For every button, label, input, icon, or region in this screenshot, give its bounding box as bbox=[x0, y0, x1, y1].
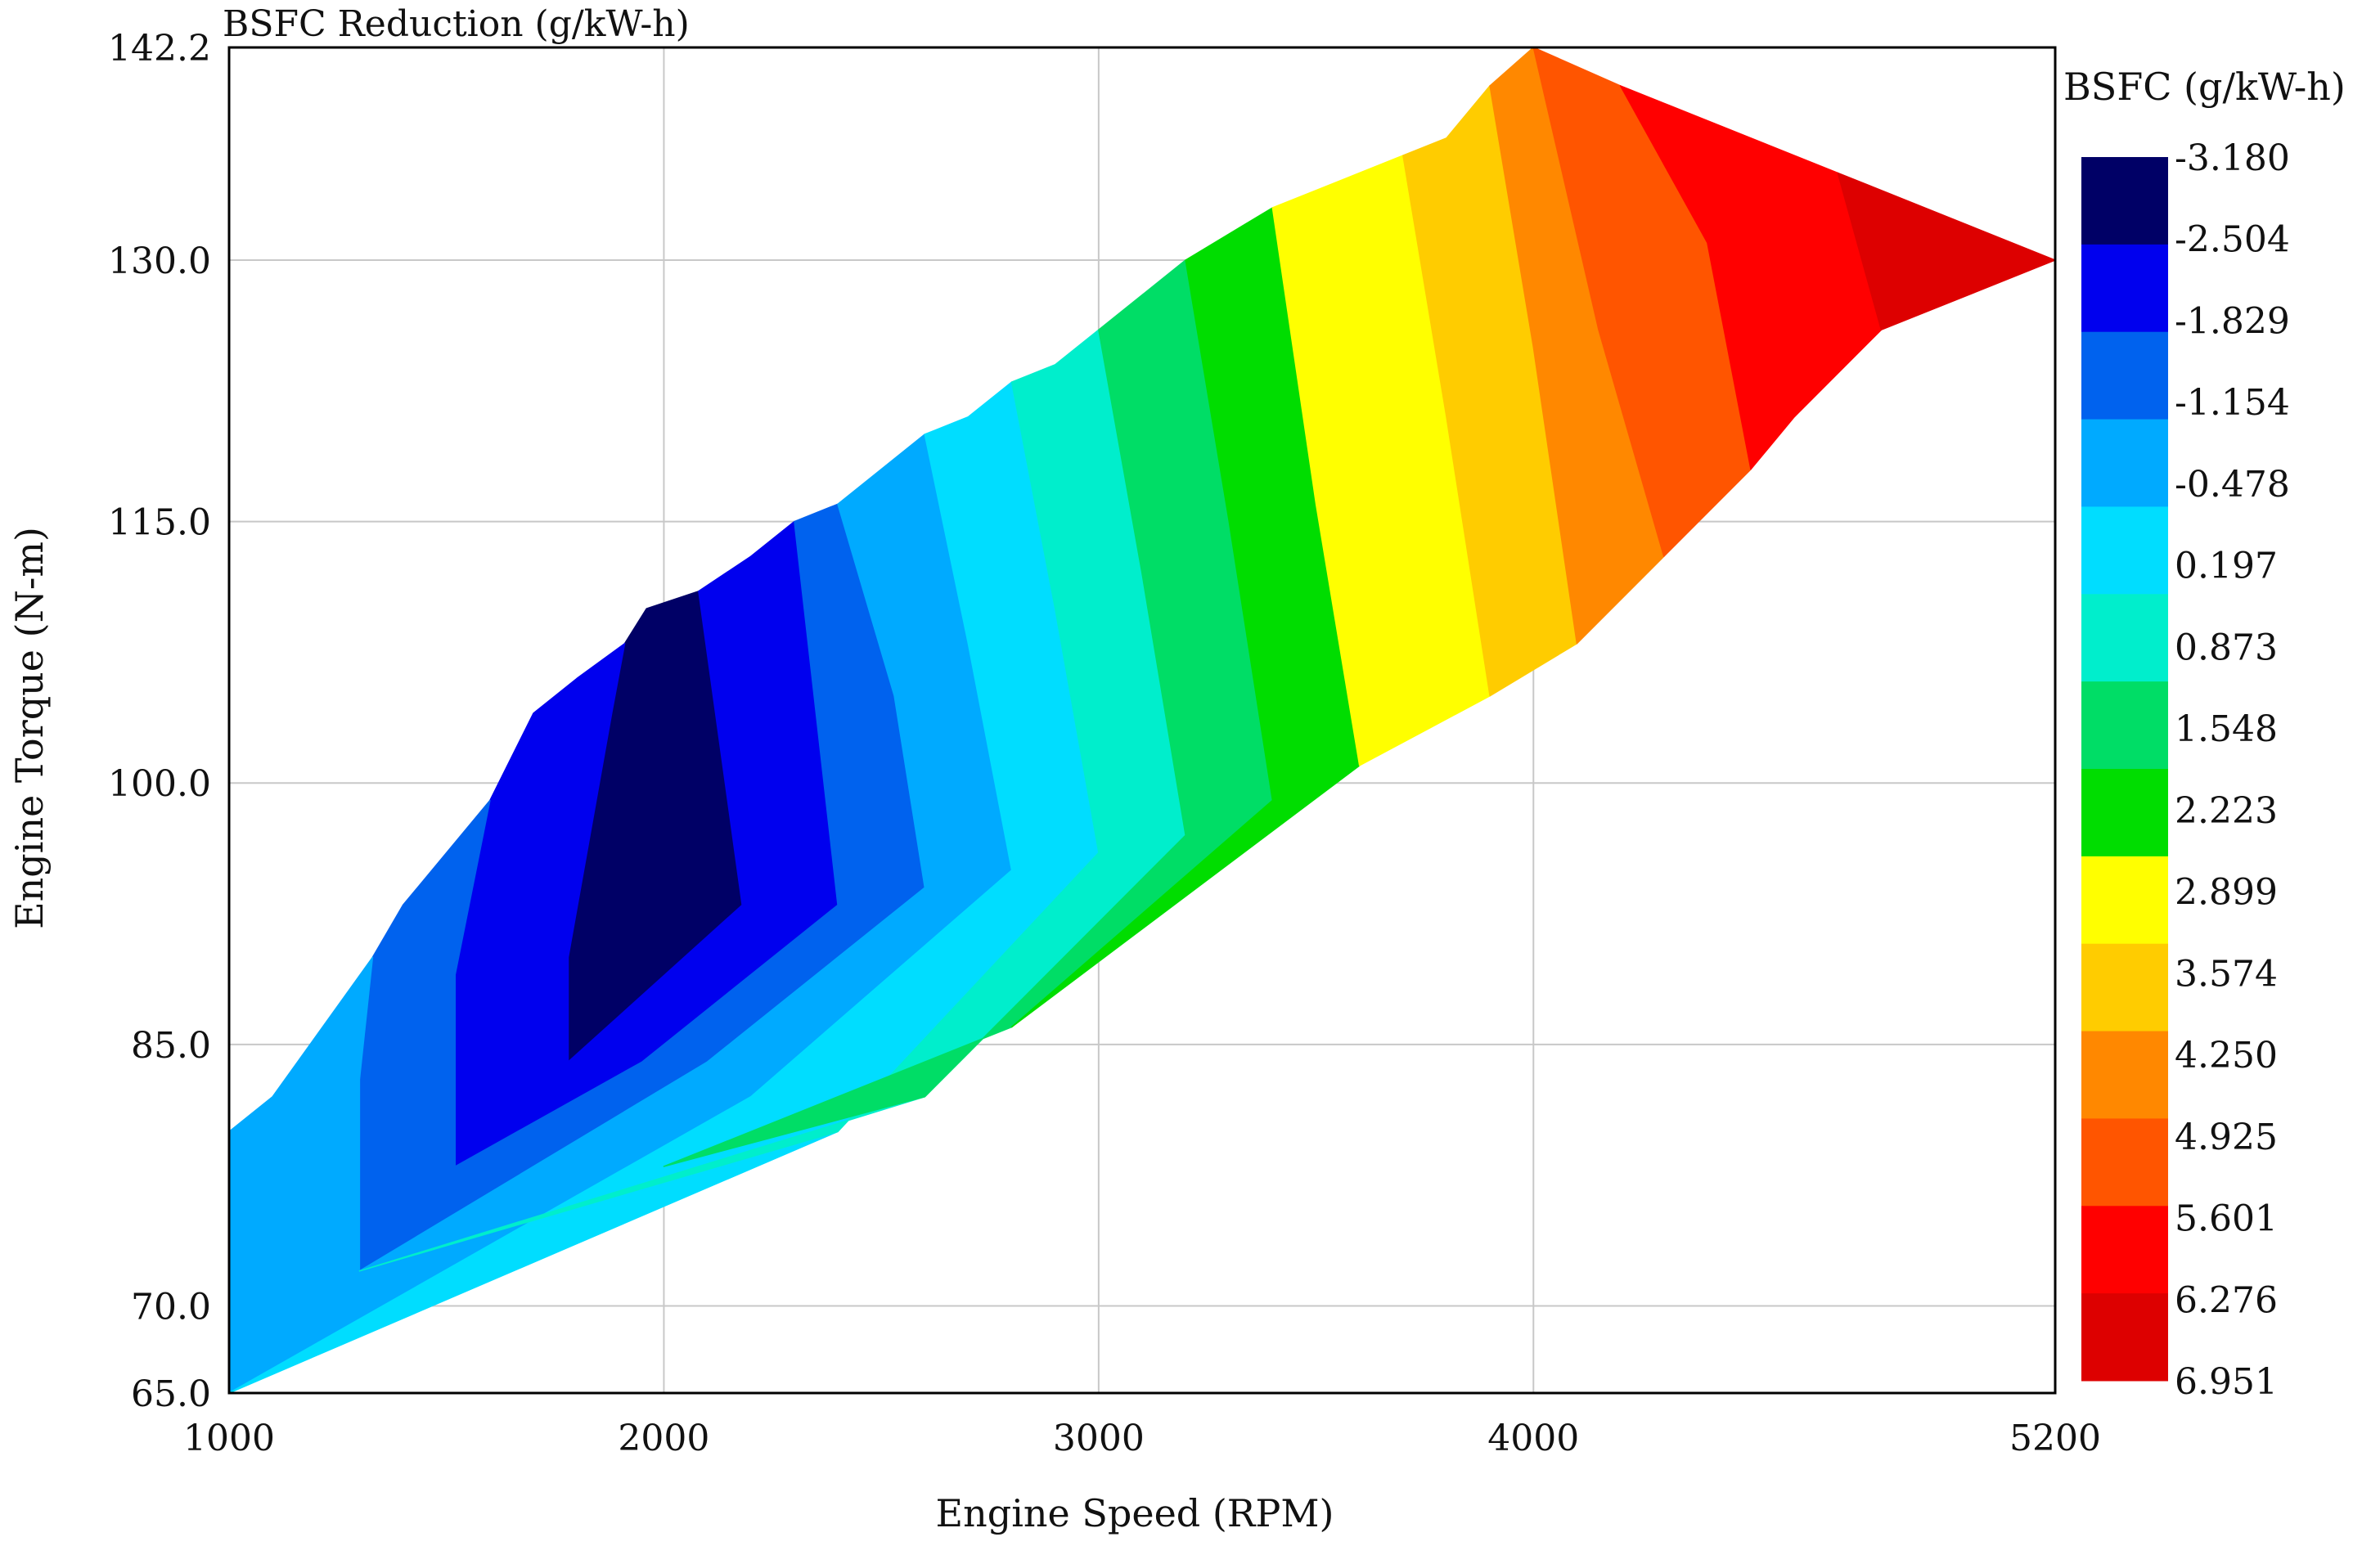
plot-frame bbox=[227, 46, 2057, 1395]
colorbar-label: 2.899 bbox=[2175, 872, 2278, 914]
x-tick-label: 3000 bbox=[1053, 1418, 1145, 1459]
x-tick-labels: 1000 2000 3000 4000 5200 bbox=[183, 1418, 2101, 1459]
y-tick-labels: 65.0 70.0 85.0 100.0 115.0 130.0 142.2 bbox=[108, 28, 211, 1415]
colorbar-label: 1.548 bbox=[2175, 708, 2278, 750]
colorbar-label: 6.276 bbox=[2175, 1279, 2278, 1321]
colorbar-label: -2.504 bbox=[2175, 219, 2290, 261]
x-tick-label: 2000 bbox=[618, 1418, 709, 1459]
colorbar-swatch bbox=[2081, 419, 2168, 507]
y-tick-label: 142.2 bbox=[108, 28, 211, 70]
colorbar-title: BSFC (g/kW-h) bbox=[2063, 65, 2346, 109]
colorbar-swatch bbox=[2081, 769, 2168, 857]
y-tick-label: 65.0 bbox=[131, 1373, 211, 1415]
contour-band bbox=[1837, 172, 2055, 330]
colorbar-label: 3.574 bbox=[2175, 953, 2278, 995]
colorbar-swatch bbox=[2081, 331, 2168, 420]
x-tick-label: 4000 bbox=[1487, 1418, 1579, 1459]
y-tick-label: 70.0 bbox=[131, 1286, 211, 1328]
colorbar: -3.180 -2.504 -1.829 -1.154 -0.478 0.197 0.873… bbox=[2081, 137, 2290, 1403]
y-tick-label: 85.0 bbox=[131, 1025, 211, 1067]
colorbar-swatch bbox=[2081, 856, 2168, 945]
colorbar-label: 4.925 bbox=[2175, 1117, 2278, 1158]
chart-title: BSFC Reduction (g/kW-h) bbox=[223, 3, 690, 45]
colorbar-label: -1.829 bbox=[2175, 300, 2290, 342]
y-tick-label: 130.0 bbox=[108, 240, 211, 282]
colorbar-swatch bbox=[2081, 594, 2168, 682]
colorbar-label: -0.478 bbox=[2175, 464, 2290, 506]
y-axis-label: Engine Torque (N-m) bbox=[7, 527, 52, 929]
colorbar-label: 5.601 bbox=[2175, 1198, 2278, 1240]
colorbar-swatch bbox=[2081, 1293, 2168, 1382]
colorbar-label: 2.223 bbox=[2175, 790, 2278, 832]
colorbar-label: -1.154 bbox=[2175, 382, 2290, 424]
colorbar-swatch bbox=[2081, 1031, 2168, 1119]
colorbar-label: 4.250 bbox=[2175, 1035, 2278, 1076]
colorbar-swatch bbox=[2081, 1118, 2168, 1207]
colorbar-swatch bbox=[2081, 681, 2168, 770]
colorbar-swatch bbox=[2081, 1206, 2168, 1294]
x-tick-label: 1000 bbox=[183, 1418, 275, 1459]
x-axis-label: Engine Speed (RPM) bbox=[936, 1491, 1334, 1535]
colorbar-swatch bbox=[2081, 244, 2168, 333]
colorbar-label: 6.951 bbox=[2175, 1361, 2278, 1403]
colorbar-swatch bbox=[2081, 157, 2168, 245]
y-tick-label: 100.0 bbox=[108, 763, 211, 805]
colorbar-swatch bbox=[2081, 943, 2168, 1032]
colorbar-swatch bbox=[2081, 506, 2168, 595]
colorbar-label: 0.197 bbox=[2175, 546, 2278, 587]
y-tick-label: 115.0 bbox=[108, 502, 211, 544]
colorbar-label: -3.180 bbox=[2175, 137, 2290, 179]
colorbar-label: 0.873 bbox=[2175, 627, 2278, 668]
contour-bands bbox=[229, 47, 2055, 1393]
x-tick-label: 5200 bbox=[2009, 1418, 2101, 1459]
